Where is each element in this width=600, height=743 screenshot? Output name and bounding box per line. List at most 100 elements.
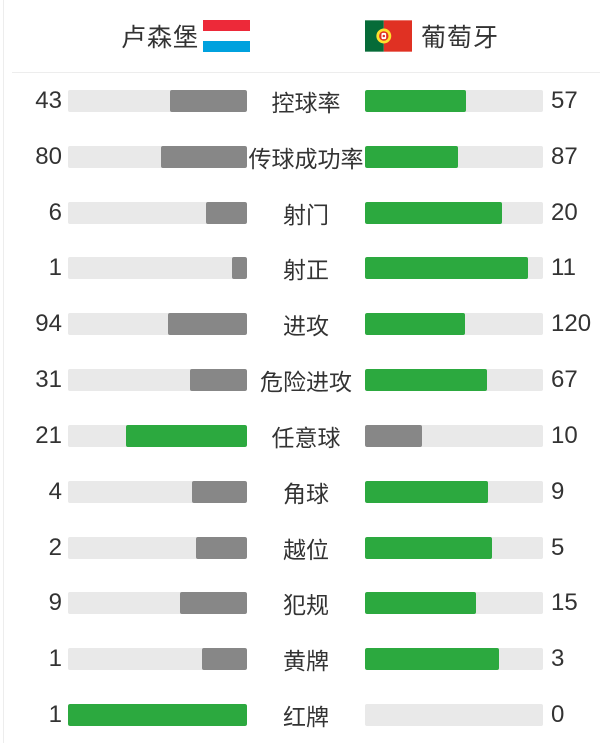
home-bar-track xyxy=(68,369,247,392)
luxembourg-flag-icon xyxy=(203,20,250,53)
away-bar-track xyxy=(365,592,543,615)
home-bar-fill xyxy=(195,536,247,559)
home-value: 43 xyxy=(35,86,62,114)
stat-label: 传球成功率 xyxy=(248,145,364,172)
home-value: 1 xyxy=(48,645,62,673)
away-bar-track xyxy=(365,257,543,280)
stat-label: 任意球 xyxy=(271,424,341,451)
away-bar-fill xyxy=(365,424,423,447)
away-bar-fill xyxy=(365,592,477,615)
home-value: 6 xyxy=(48,198,62,226)
home-bar-fill xyxy=(190,369,247,392)
home-team-name: 卢森堡 xyxy=(120,24,199,52)
away-value: 10 xyxy=(551,421,578,449)
stat-row: 94 进攻 120 xyxy=(0,296,600,352)
away-bar-track xyxy=(365,369,543,392)
away-value: 3 xyxy=(551,645,565,673)
stats-list: 43 控球率 57 80 传球成功率 87 6 射门 20 1 xyxy=(0,73,600,743)
home-value: 9 xyxy=(48,589,62,617)
stat-label: 越位 xyxy=(283,536,329,563)
away-bar-track xyxy=(365,145,543,168)
home-bar-fill xyxy=(179,592,247,615)
home-bar-track xyxy=(68,424,247,447)
stat-label: 红牌 xyxy=(283,704,329,731)
stat-row: 43 控球率 57 xyxy=(0,73,600,129)
home-value: 2 xyxy=(48,533,62,561)
stat-label: 危险进攻 xyxy=(260,369,352,396)
away-bar-track xyxy=(365,201,543,224)
away-bar-track xyxy=(365,648,543,671)
header-divider xyxy=(12,72,600,73)
home-bar-track xyxy=(68,313,247,336)
home-value: 1 xyxy=(48,701,62,729)
page-left-border xyxy=(3,0,4,743)
away-bar-fill xyxy=(365,480,489,503)
home-team: 卢森堡 xyxy=(0,18,300,54)
home-bar-fill xyxy=(191,480,247,503)
home-bar-fill xyxy=(161,145,247,168)
away-team-name: 葡萄牙 xyxy=(421,24,500,52)
stat-row: 9 犯规 15 xyxy=(0,575,600,631)
away-value: 15 xyxy=(551,589,578,617)
home-bar-fill xyxy=(170,89,247,112)
stat-row: 1 射正 11 xyxy=(0,240,600,296)
home-bar-track xyxy=(68,536,247,559)
home-bar-track xyxy=(68,145,247,168)
away-value: 120 xyxy=(551,310,592,338)
away-value: 57 xyxy=(551,86,578,114)
home-bar-track xyxy=(68,201,247,224)
stat-row: 6 射门 20 xyxy=(0,185,600,241)
home-value: 1 xyxy=(48,254,62,282)
away-bar-track xyxy=(365,313,543,336)
stat-label: 犯规 xyxy=(283,592,329,619)
away-bar-fill xyxy=(365,648,499,671)
stat-row: 21 任意球 10 xyxy=(0,408,600,464)
home-value: 21 xyxy=(35,421,62,449)
home-value: 94 xyxy=(35,310,62,338)
portugal-flag-icon xyxy=(365,20,412,52)
away-bar-fill xyxy=(365,257,529,280)
home-bar-track xyxy=(68,704,247,727)
away-value: 20 xyxy=(551,198,578,226)
home-bar-fill xyxy=(125,424,247,447)
home-bar-track xyxy=(68,257,247,280)
stat-row: 31 危险进攻 67 xyxy=(0,352,600,408)
home-bar-fill xyxy=(168,313,247,336)
away-team: 葡萄牙 xyxy=(300,18,600,54)
stat-label: 控球率 xyxy=(271,89,341,116)
home-bar-fill xyxy=(68,704,247,727)
home-bar-fill xyxy=(202,648,247,671)
away-bar-track xyxy=(365,704,543,727)
home-bar-track xyxy=(68,89,247,112)
away-bar-track xyxy=(365,89,543,112)
away-value: 0 xyxy=(551,701,565,729)
stat-label: 角球 xyxy=(283,480,329,507)
match-header: 卢森堡 葡萄牙 xyxy=(0,0,600,72)
stat-row: 1 红牌 0 xyxy=(0,687,600,743)
stat-row: 4 角球 9 xyxy=(0,464,600,520)
home-bar-fill xyxy=(205,201,247,224)
away-bar-fill xyxy=(365,369,487,392)
away-bar-track xyxy=(365,480,543,503)
home-value: 4 xyxy=(48,477,62,505)
home-value: 31 xyxy=(35,366,62,394)
away-value: 5 xyxy=(551,533,565,561)
away-value: 87 xyxy=(551,142,578,170)
away-value: 67 xyxy=(551,366,578,394)
home-value: 80 xyxy=(35,142,62,170)
away-value: 11 xyxy=(551,254,576,282)
home-bar-track xyxy=(68,592,247,615)
away-bar-fill xyxy=(365,313,465,336)
stat-row: 80 传球成功率 87 xyxy=(0,129,600,185)
stat-row: 1 黄牌 3 xyxy=(0,631,600,687)
stat-label: 进攻 xyxy=(283,313,329,340)
stat-label: 射正 xyxy=(283,257,329,284)
away-bar-track xyxy=(365,424,543,447)
away-bar-fill xyxy=(365,536,493,559)
away-bar-fill xyxy=(365,89,467,112)
stat-row: 2 越位 5 xyxy=(0,520,600,576)
away-bar-fill xyxy=(365,145,458,168)
away-value: 9 xyxy=(551,477,565,505)
stat-label: 射门 xyxy=(283,201,329,228)
